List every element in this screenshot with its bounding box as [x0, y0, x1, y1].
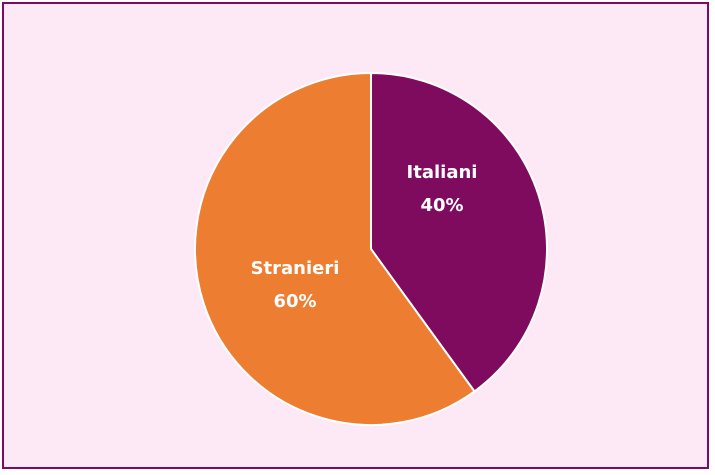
pie-chart: Italiani 40% Stranieri 60%	[194, 71, 548, 426]
slice-label-italiani-value: 40%	[420, 195, 463, 216]
slice-label-stranieri-value: 60%	[273, 291, 316, 312]
slice-label-stranieri-name: Stranieri	[251, 258, 340, 279]
pie-slice-italiani	[370, 71, 548, 393]
chart-area: Italiani 40% Stranieri 60%	[2, 2, 709, 469]
pie-slices	[194, 71, 548, 426]
slice-label-italiani-name: Italiani	[407, 162, 478, 183]
pie-labels: Italiani 40% Stranieri 60%	[251, 162, 478, 312]
pie-slice-stranieri	[194, 71, 476, 426]
